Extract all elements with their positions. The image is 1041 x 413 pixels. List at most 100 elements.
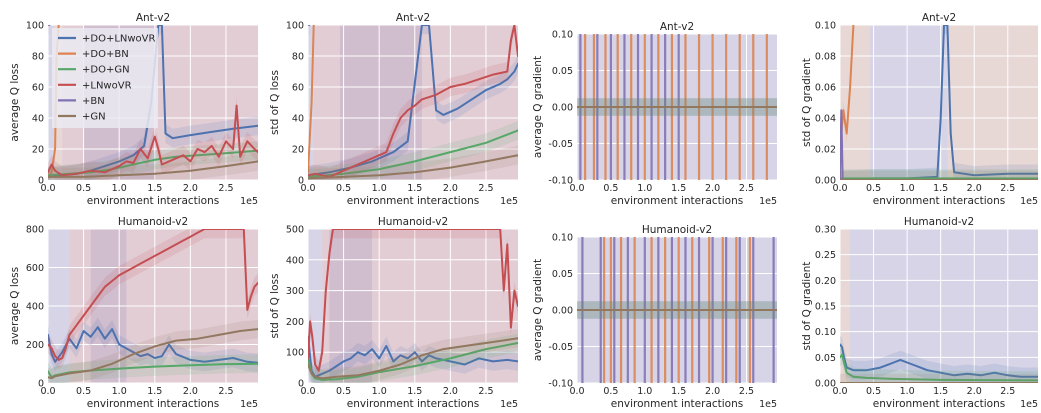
x-tick-label: 0.5 [336,183,351,194]
y-tick-label: 800 [26,225,44,236]
y-tick-label: 0.30 [815,225,836,236]
x-tick-label: 1.0 [372,183,387,194]
y-tick-label: 0.00 [552,103,573,114]
y-tick-label: 80 [292,52,304,63]
x-tick-label: 2.0 [443,183,458,194]
x-tick-label: 1.5 [407,386,422,397]
chart-title: Humanoid-v2 [904,216,974,228]
legend-entry: +GN [82,112,106,123]
series-line [48,104,258,177]
chart-title: Ant-v2 [660,21,694,33]
x-scale-label: 1e5 [1020,399,1038,410]
y-tick-label: 0.15 [815,302,836,313]
legend-box [52,28,158,128]
x-tick-label: 1.5 [671,386,686,397]
x-tick-label: 2.5 [218,183,233,194]
series-line [48,328,258,380]
y-axis-label: average Q loss [9,267,21,345]
series-line [48,160,258,178]
x-tick-label: 2.0 [705,183,720,194]
y-tick-label: 60 [32,83,44,94]
x-scale-label: 1e5 [240,399,258,410]
chart-panel-8: Humanoid-v2 0.00 0.05 0.10 0.15 0.20 0.25 0.30 0… [801,216,1038,410]
legend-entry: +DO+GN [82,65,130,76]
x-tick-label: 2.5 [1000,183,1015,194]
series-band [840,345,1038,383]
x-tick-label: 0.0 [832,183,847,194]
x-tick-label: 2.5 [478,386,493,397]
x-tick-label: 1.0 [900,183,915,194]
x-tick-label: 1.0 [112,183,127,194]
series-band [48,25,50,35]
y-tick-label: 20 [32,145,44,156]
y-tick-label: 0.05 [552,269,573,280]
y-tick-label: 100 [286,348,304,359]
y-tick-label: 0.20 [815,276,836,287]
series-line [308,129,518,178]
y-tick-label: 0.00 [552,306,573,317]
x-tick-label: 2.0 [967,183,982,194]
series-line [48,229,258,361]
series-band [48,96,258,180]
legend-entry: +LNwoVR [82,80,132,91]
y-tick-label: -0.10 [548,176,573,187]
x-tick-label: 2.5 [739,183,754,194]
y-tick-label: 0.10 [815,21,836,32]
y-tick-label: 40 [32,114,44,125]
x-tick-label: 2.0 [967,386,982,397]
x-scale-label: 1e5 [759,196,777,207]
variance-band [947,25,1038,180]
chart-panel-7: Humanoid-v2 -0.10 -0.05 0.00 0.05 0.10 0.0 0.5 1… [532,224,777,410]
x-tick-label: 2.0 [705,386,720,397]
chart-panel-3: Ant-v2 -0.10 -0.05 0.00 0.05 0.10 0.0 0.5 1.0 1.5… [532,21,777,207]
y-tick-label: 0 [38,379,44,390]
x-scale-label: 1e5 [1020,196,1038,207]
series-band [48,152,258,180]
series-band [840,170,1038,180]
legend-entry: +DO+BN [82,49,129,60]
y-tick-label: 0 [298,379,304,390]
y-tick-label: 0.05 [552,66,573,77]
series-band [840,373,1038,383]
chart-title: Ant-v2 [396,12,430,24]
legend-entry: +DO+LNwoVR [82,34,156,45]
x-tick-label: 1.0 [637,183,652,194]
chart-panel-6: Humanoid-v2 0 100 200 300 400 500 0.0 0.5 1.0 1.5 2… [269,216,518,410]
y-axis-label: std of Q gradient [801,262,813,351]
chart-title: Humanoid-v2 [378,216,448,228]
x-scale-label: 1e5 [240,196,258,207]
x-tick-label: 1.0 [900,386,915,397]
y-tick-label: -0.05 [548,342,573,353]
x-tick-label: 1.5 [147,183,162,194]
x-tick-label: 1.5 [407,183,422,194]
variance-band [308,229,323,383]
series-band [48,25,258,180]
x-tick-label: 2.0 [183,386,198,397]
series-band [308,329,518,383]
x-axis-label: environment interactions [611,195,743,207]
series-line [840,109,844,180]
x-tick-label: 2.5 [1000,386,1015,397]
x-tick-label: 1.5 [933,183,948,194]
y-tick-label: 20 [292,145,304,156]
y-tick-label: 0 [298,176,304,187]
x-tick-label: 0.5 [603,386,618,397]
x-axis-label: environment interactions [87,195,219,207]
series-line [308,335,518,378]
y-tick-label: 0.05 [815,353,836,364]
x-tick-label: 0.5 [866,386,881,397]
x-tick-label: 1.5 [147,386,162,397]
y-tick-label: 600 [26,263,44,274]
x-scale-label: 1e5 [500,399,518,410]
chart-panel-5: Humanoid-v2 0 200 400 600 800 0.0 0.5 1.0 1.5 2.0 2… [9,216,258,410]
chart-panel-4: Ant-v2 0.00 0.02 0.04 0.06 0.08 0.10 0.0 0.5 1.0 1… [801,12,1038,207]
x-axis-label: environment interactions [873,195,1005,207]
x-tick-label: 1.0 [372,386,387,397]
chart-title: Humanoid-v2 [642,224,712,236]
y-tick-label: 80 [32,52,44,63]
y-tick-label: 0 [38,176,44,187]
y-tick-label: 300 [286,286,304,297]
y-tick-label: 0.00 [815,379,836,390]
